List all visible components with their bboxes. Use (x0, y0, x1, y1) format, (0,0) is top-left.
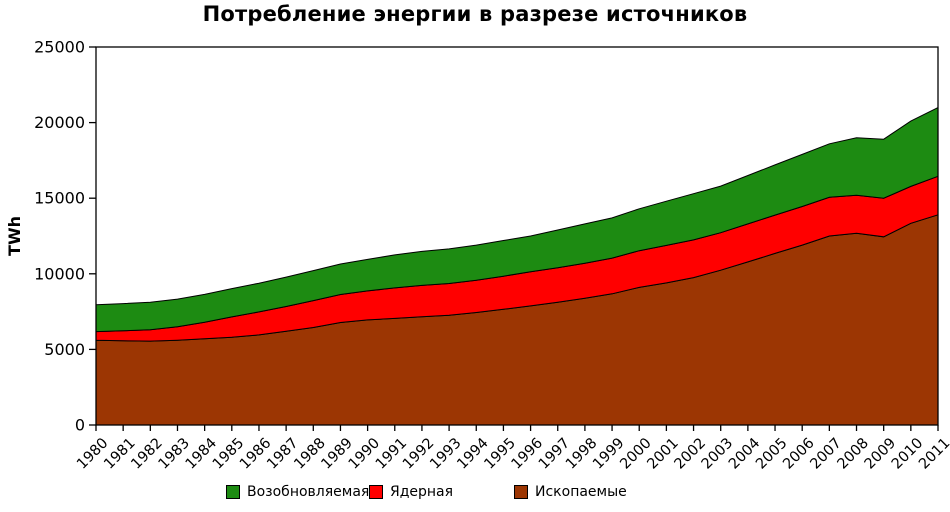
legend-label-renewable: Возобновляемая (247, 484, 370, 500)
y-tick-label: 25000 (34, 38, 85, 57)
y-tick-label: 5000 (44, 340, 85, 359)
stacked-area-chart: 0500010000150002000025000198019811982198… (5, 38, 950, 473)
y-tick-label: 0 (75, 416, 85, 435)
y-tick-label: 15000 (34, 189, 85, 208)
legend-item-fossil: Ископаемые (514, 484, 627, 500)
chart-legend: Возобновляемая Ядерная Ископаемые (0, 484, 950, 504)
y-tick-label: 20000 (34, 113, 85, 132)
plot-frame (95, 46, 939, 426)
legend-label-fossil: Ископаемые (535, 484, 627, 500)
legend-label-nuclear: Ядерная (390, 484, 454, 500)
legend-swatch-renewable-icon (226, 485, 240, 499)
legend-swatch-nuclear-icon (369, 485, 383, 499)
legend-item-renewable: Возобновляемая (226, 484, 369, 500)
y-tick-label: 10000 (34, 264, 85, 283)
chart-title: Потребление энергии в разрезе источников (202, 2, 748, 26)
legend-swatch-fossil-icon (514, 485, 528, 499)
y-axis-label: TWh (5, 216, 24, 256)
legend-item-nuclear: Ядерная (369, 484, 453, 500)
x-tick-label: 2011 (916, 435, 950, 472)
